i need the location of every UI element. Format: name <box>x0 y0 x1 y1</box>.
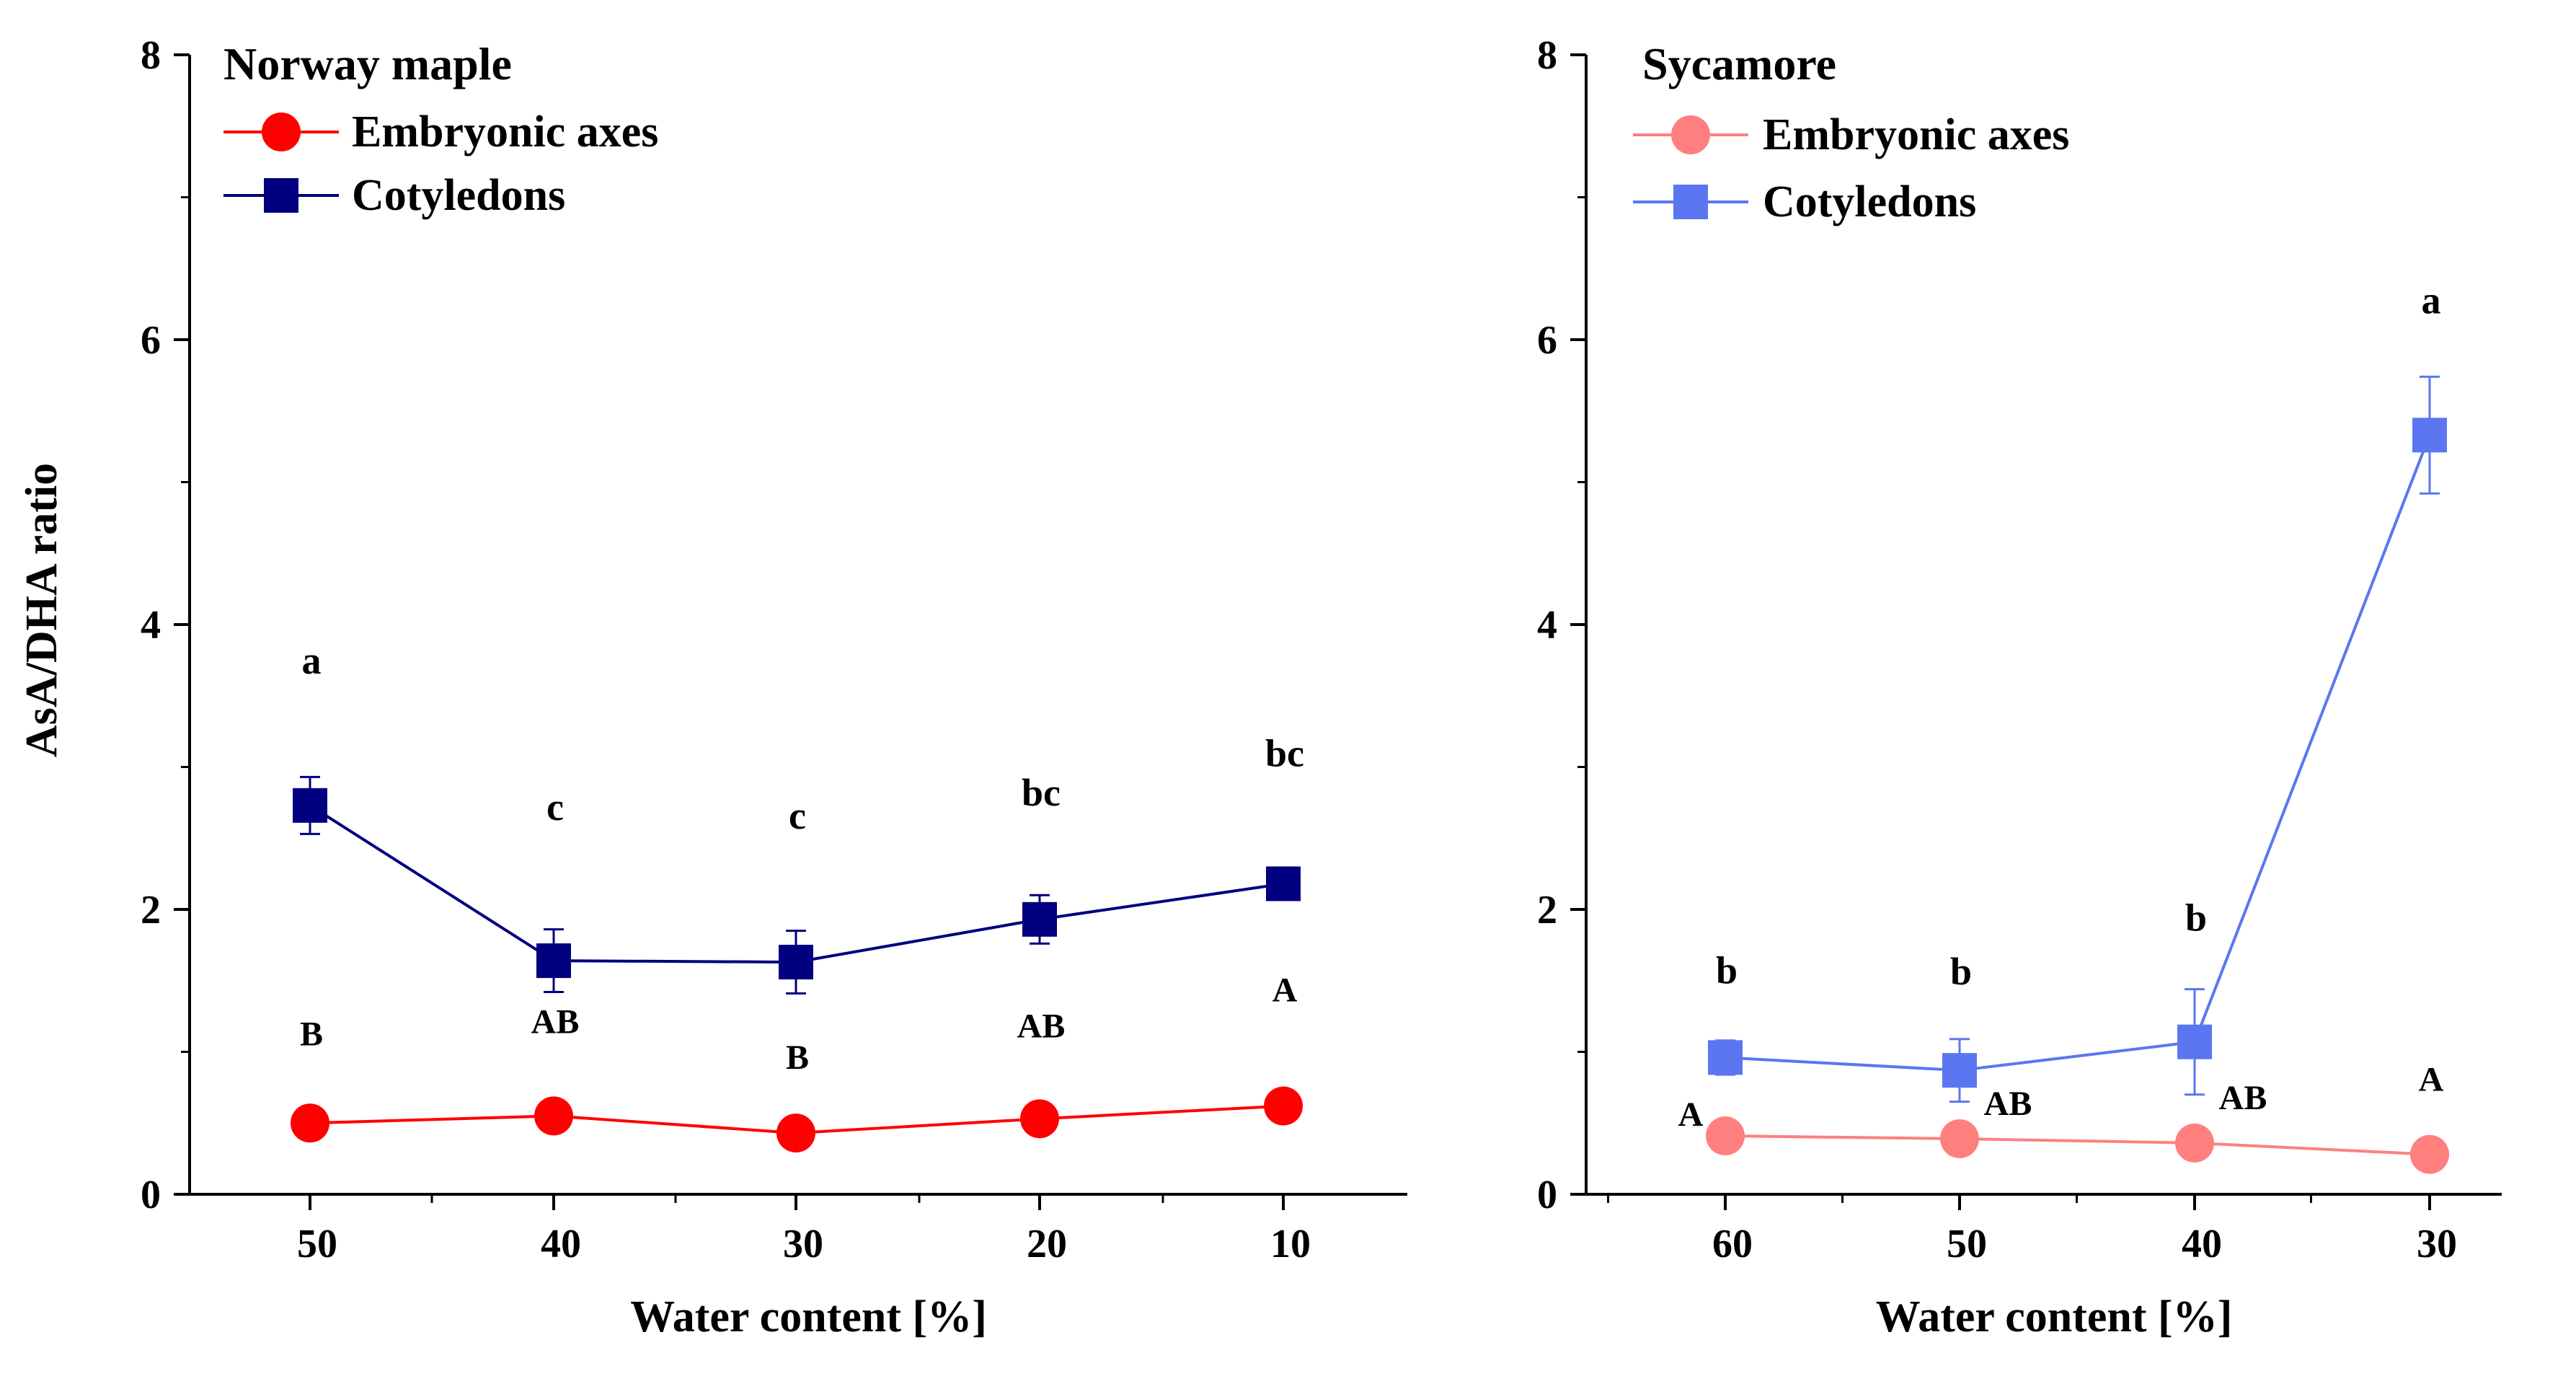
significance-label: AB <box>531 1002 580 1041</box>
significance-label: A <box>1678 1095 1704 1134</box>
y-tick-label: 4 <box>141 603 161 648</box>
y-tick-label: 2 <box>141 888 161 932</box>
x-tick-label: 60 <box>1712 1222 1753 1266</box>
data-point-square <box>1022 901 1057 937</box>
y-tick-label: 0 <box>1537 1173 1557 1217</box>
significance-label: c <box>789 794 806 837</box>
y-tick-label: 6 <box>1537 318 1557 363</box>
significance-label: AB <box>1017 1007 1066 1045</box>
legend-marker-circle <box>1671 115 1710 154</box>
significance-label: a <box>2422 278 2441 322</box>
x-axis-title: Water content [%] <box>630 1292 987 1341</box>
significance-label: a <box>302 639 322 682</box>
panel-title: Norway maple <box>223 38 512 89</box>
data-point-circle <box>1020 1099 1059 1139</box>
series-line-cotyledons <box>1725 434 2431 1072</box>
data-point-circle <box>776 1114 815 1153</box>
x-tick-label: 50 <box>297 1222 337 1266</box>
data-point-square <box>1708 1040 1743 1075</box>
legend-marker-circle <box>262 113 301 151</box>
data-point-circle <box>2410 1134 2449 1174</box>
y-tick-label: 4 <box>1537 603 1557 648</box>
data-point-circle <box>1940 1119 1979 1158</box>
legend-label: Embryonic axes <box>352 107 658 156</box>
significance-label: B <box>300 1015 323 1053</box>
data-point-square <box>1942 1053 1977 1088</box>
chart-panel-sycamore: 0 2 4 6 8 60 50 40 30 Water content [%] A AB AB Ab b b a… <box>1537 33 2502 1341</box>
data-point-square <box>779 945 813 980</box>
x-tick-label: 30 <box>2417 1222 2457 1266</box>
data-point-square <box>2412 418 2447 453</box>
data-point-square <box>293 788 327 823</box>
y-tick-label: 8 <box>141 33 161 78</box>
y-tick-label: 8 <box>1537 33 1557 78</box>
significance-label: b <box>1950 950 1972 993</box>
significance-label: b <box>2185 896 2207 940</box>
y-tick-label: 2 <box>1537 888 1557 932</box>
data-point-circle <box>1706 1116 1745 1156</box>
data-point-square <box>536 943 571 979</box>
panel-title: Sycamore <box>1642 38 1836 89</box>
significance-label: A <box>1272 971 1298 1010</box>
series-line-embryonic-axes <box>1725 1134 2430 1156</box>
significance-label: bc <box>1265 731 1304 775</box>
significance-label: A <box>2419 1061 2444 1099</box>
legend-label: Cotyledons <box>1763 177 1976 226</box>
y-tick-label: 6 <box>141 318 161 363</box>
significance-label: AB <box>1984 1085 2032 1123</box>
x-tick-label: 40 <box>2182 1222 2222 1266</box>
significance-label: b <box>1716 948 1738 992</box>
x-tick-label: 10 <box>1270 1222 1311 1266</box>
y-axis-title: AsA/DHA ratio <box>17 463 66 757</box>
chart-panel-norway-maple: 0 2 4 6 8 50 40 30 20 10 Water content [%] AsA/DHA … <box>17 33 1407 1341</box>
significance-label: AB <box>2219 1079 2267 1117</box>
significance-label: c <box>546 785 564 829</box>
data-point-square <box>2177 1024 2212 1059</box>
legend-marker-square <box>1673 185 1708 219</box>
data-point-circle <box>2175 1123 2214 1163</box>
x-tick-label: 50 <box>1947 1222 1987 1266</box>
legend-marker-square <box>264 178 298 213</box>
data-point-circle <box>534 1096 573 1136</box>
x-tick-label: 40 <box>541 1222 581 1266</box>
significance-label: B <box>786 1039 809 1077</box>
data-point-square <box>1266 866 1301 901</box>
data-point-circle <box>1264 1086 1303 1126</box>
data-point-circle <box>291 1103 329 1143</box>
significance-label: bc <box>1022 771 1061 814</box>
legend-label: Embryonic axes <box>1763 110 2069 159</box>
x-tick-label: 30 <box>783 1222 823 1266</box>
x-axis-title: Water content [%] <box>1876 1292 2233 1341</box>
x-tick-label: 20 <box>1027 1222 1067 1266</box>
y-tick-label: 0 <box>141 1173 161 1217</box>
legend-label: Cotyledons <box>352 171 565 220</box>
